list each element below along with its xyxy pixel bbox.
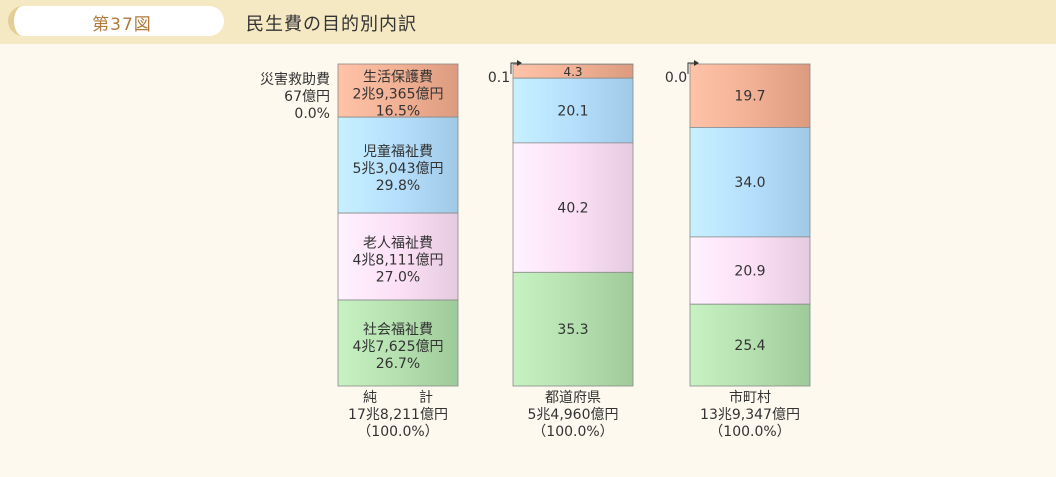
segment-label-生活保護費: 2兆9,365億円: [353, 87, 444, 103]
segment-label-老人福祉費: 4兆8,111億円: [353, 253, 444, 269]
annotation-災害救助費-name: 災害救助費: [260, 72, 330, 88]
segment-label-社会福祉費: 4兆7,625億円: [353, 339, 444, 355]
category-total: 17兆8,211億円: [348, 407, 448, 423]
segment-label-生活保護費: 生活保護費: [363, 70, 433, 86]
category-total-percent: （100.0%）: [532, 424, 613, 440]
category-total: 13兆9,347億円: [700, 407, 800, 423]
segment-label-老人福祉費: 27.0%: [376, 270, 420, 286]
data-label-老人福祉費: 40.2: [557, 201, 588, 217]
stacked-bar-chart: 生活保護費2兆9,365億円16.5%児童福祉費5兆3,043億円29.8%老人…: [0, 44, 1056, 473]
data-label-生活保護費: 19.7: [734, 89, 765, 105]
figure-title: 民生費の目的別内訳: [246, 10, 417, 36]
data-label-社会福祉費: 35.3: [557, 322, 588, 338]
data-label-災害救助費: 0.0: [665, 70, 687, 86]
category-total: 5兆4,960億円: [528, 407, 619, 423]
segment-label-社会福祉費: 26.7%: [376, 356, 420, 372]
annotation-災害救助費-amount: 67億円: [284, 89, 330, 105]
data-label-児童福祉費: 20.1: [557, 104, 588, 120]
data-label-社会福祉費: 25.4: [734, 338, 765, 354]
figure-header: 第37図 民生費の目的別内訳: [0, 0, 1056, 44]
segment-label-児童福祉費: 5兆3,043億円: [353, 161, 444, 177]
category-total-percent: （100.0%）: [357, 424, 438, 440]
segment-label-社会福祉費: 社会福祉費: [363, 322, 433, 338]
annotation-災害救助費-percent: 0.0%: [294, 106, 330, 122]
category-label: 純 計: [363, 390, 433, 406]
figure-number-tab: 第37図: [8, 6, 224, 36]
figure-number: 第37図: [14, 10, 230, 35]
data-label-児童福祉費: 34.0: [734, 175, 765, 191]
segment-label-児童福祉費: 児童福祉費: [363, 143, 433, 160]
data-label-老人福祉費: 20.9: [734, 264, 765, 280]
segment-label-児童福祉費: 29.8%: [376, 178, 420, 194]
segment-label-老人福祉費: 老人福祉費: [363, 236, 433, 252]
category-label: 都道府県: [545, 390, 601, 406]
category-total-percent: （100.0%）: [709, 424, 790, 440]
data-label-災害救助費: 0.1: [488, 70, 510, 86]
category-label: 市町村: [729, 389, 771, 406]
data-label-生活保護費: 4.3: [563, 65, 582, 79]
